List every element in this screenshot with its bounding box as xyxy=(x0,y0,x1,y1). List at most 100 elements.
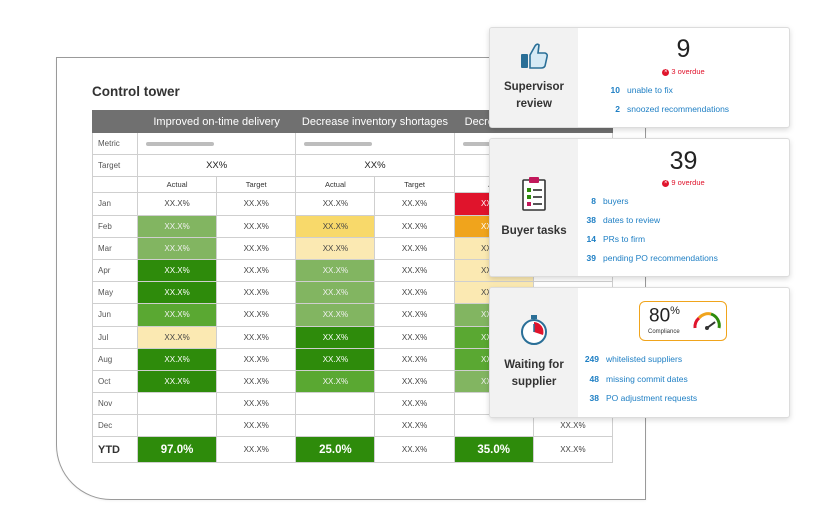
metric-placeholder xyxy=(136,131,297,156)
cell: XX.X% xyxy=(216,414,297,438)
sub-header: Target xyxy=(374,176,455,194)
cell: XX.X% xyxy=(216,214,297,238)
table-row: Mar XX.X% XX.X% XX.X% XX.X% XX.X% xyxy=(92,236,614,260)
supervisor-review-card[interactable]: Supervisor review 9 × 3 overdue 10 unable … xyxy=(489,27,790,128)
cell: XX.X% xyxy=(216,325,297,349)
header-blank xyxy=(92,110,138,133)
header-inventory-shortages: Decrease inventory shortages xyxy=(295,110,455,133)
ytd-label: YTD xyxy=(92,436,138,464)
ytd-value: 35.0% xyxy=(453,436,534,464)
supplier-label: supplier xyxy=(511,376,557,388)
stat-number: 10 xyxy=(610,85,620,95)
supplier-stats: 80% Compliance 249 whitelisted suppliers … xyxy=(578,288,789,417)
cell xyxy=(295,392,376,416)
stat-text: whitelisted suppliers xyxy=(606,354,683,364)
cell: XX.X% xyxy=(216,392,297,416)
cell: XX.X% xyxy=(136,281,218,305)
month-label: Jun xyxy=(92,303,138,327)
cell: XX.X% xyxy=(216,347,297,371)
cell: XX.X% xyxy=(295,281,376,305)
month-label: Jan xyxy=(92,192,138,216)
ytd-value: 97.0% xyxy=(136,436,218,464)
compliance-badge: 80% Compliance xyxy=(639,301,727,341)
cell: XX.X% xyxy=(374,392,455,416)
cell: XX.X% xyxy=(374,192,455,216)
stat-text: buyers xyxy=(603,196,629,206)
cell: XX.X% xyxy=(216,369,297,394)
overdue-icon: × xyxy=(662,179,670,187)
thumbs-up-icon xyxy=(519,42,549,75)
compliance-value: 80% xyxy=(649,305,680,327)
cell: XX.X% xyxy=(374,236,455,260)
cell xyxy=(136,414,218,438)
buyer-tasks-card[interactable]: Buyer tasks 39 × 9 overdue 8 buyers 38 date… xyxy=(489,138,790,277)
cell: XX.X% xyxy=(374,325,455,349)
stat-number: 8 xyxy=(591,196,596,206)
supervisor-stats: 9 × 3 overdue 10 unable to fix 2 snoozed re… xyxy=(578,28,789,127)
stat-link[interactable]: 8 buyers xyxy=(584,196,629,206)
month-label: Jul xyxy=(92,325,138,349)
cell: XX.X% xyxy=(295,325,376,349)
stat-number: 38 xyxy=(586,215,596,225)
header-on-time-delivery: Improved on-time delivery xyxy=(136,110,297,133)
cell: XX.X% xyxy=(136,258,218,283)
target-value: XX% xyxy=(295,154,455,178)
cell: XX.X% xyxy=(136,325,218,349)
month-label: Nov xyxy=(92,392,138,416)
supervisor-label: Supervisor xyxy=(503,81,565,93)
waiting-supplier-card[interactable]: Waiting for supplier 80% Compliance 249 w… xyxy=(489,287,790,418)
stat-link[interactable]: 38 dates to review xyxy=(584,215,661,225)
stat-text: PRs to firm xyxy=(603,234,646,244)
stat-number: 38 xyxy=(589,393,599,403)
stat-link[interactable]: 39 pending PO recommendations xyxy=(584,253,718,263)
cell: XX.X% xyxy=(374,214,455,238)
metric-label: Metric xyxy=(92,131,138,156)
cell: XX.X% xyxy=(295,369,376,394)
cell: XX.X% xyxy=(216,236,297,260)
cell xyxy=(295,414,376,438)
checklist-icon xyxy=(520,176,548,217)
cell: XX.X% xyxy=(136,369,218,394)
cell xyxy=(453,414,534,438)
cell: XX.X% xyxy=(216,303,297,327)
stat-text: unable to fix xyxy=(627,85,673,95)
buyer-label: Buyer tasks xyxy=(501,224,567,237)
stat-text: missing commit dates xyxy=(606,374,688,384)
stat-link[interactable]: 38 PO adjustment requests xyxy=(581,393,698,403)
stat-link[interactable]: 48 missing commit dates xyxy=(581,374,688,384)
gauge-icon xyxy=(691,308,723,337)
sub-header: Actual xyxy=(136,176,218,194)
stat-text: pending PO recommendations xyxy=(603,253,718,263)
stat-link[interactable]: 10 unable to fix xyxy=(606,85,673,95)
stat-number: 2 xyxy=(615,104,620,114)
stat-text: PO adjustment requests xyxy=(606,393,698,403)
stat-link[interactable]: 14 PRs to firm xyxy=(584,234,646,244)
cell: XX.X% xyxy=(295,214,376,238)
stat-text: dates to review xyxy=(603,215,661,225)
stat-number: 48 xyxy=(589,374,599,384)
stat-link[interactable]: 2 snoozed recommendations xyxy=(606,104,729,114)
compliance-unit: % xyxy=(670,305,680,317)
supervisor-label: review xyxy=(516,98,552,110)
ytd-value: 25.0% xyxy=(295,436,376,464)
cell: XX.X% xyxy=(374,281,455,305)
sub-header: Target xyxy=(216,176,297,194)
sub-header-blank xyxy=(92,176,138,194)
cell: XX.X% xyxy=(374,347,455,371)
buyer-count: 39 xyxy=(669,147,698,175)
cell: XX.X% xyxy=(374,414,455,438)
cell: XX.X% xyxy=(295,258,376,283)
supervisor-overdue: × 3 overdue xyxy=(578,67,789,76)
cell: XX.X% xyxy=(216,281,297,305)
month-label: Aug xyxy=(92,347,138,371)
overdue-icon: × xyxy=(662,68,670,76)
stat-text: snoozed recommendations xyxy=(627,104,730,114)
cell: XX.X% xyxy=(136,236,218,260)
stat-link[interactable]: 249 whitelisted suppliers xyxy=(581,354,682,364)
cell: XX.X% xyxy=(136,192,218,216)
buyer-overdue: × 9 overdue xyxy=(578,178,789,187)
ytd-value: XX.X% xyxy=(216,436,297,464)
stopwatch-icon xyxy=(519,314,549,351)
supplier-panel: Waiting for supplier xyxy=(490,288,578,417)
supplier-label: Waiting for xyxy=(504,359,564,371)
